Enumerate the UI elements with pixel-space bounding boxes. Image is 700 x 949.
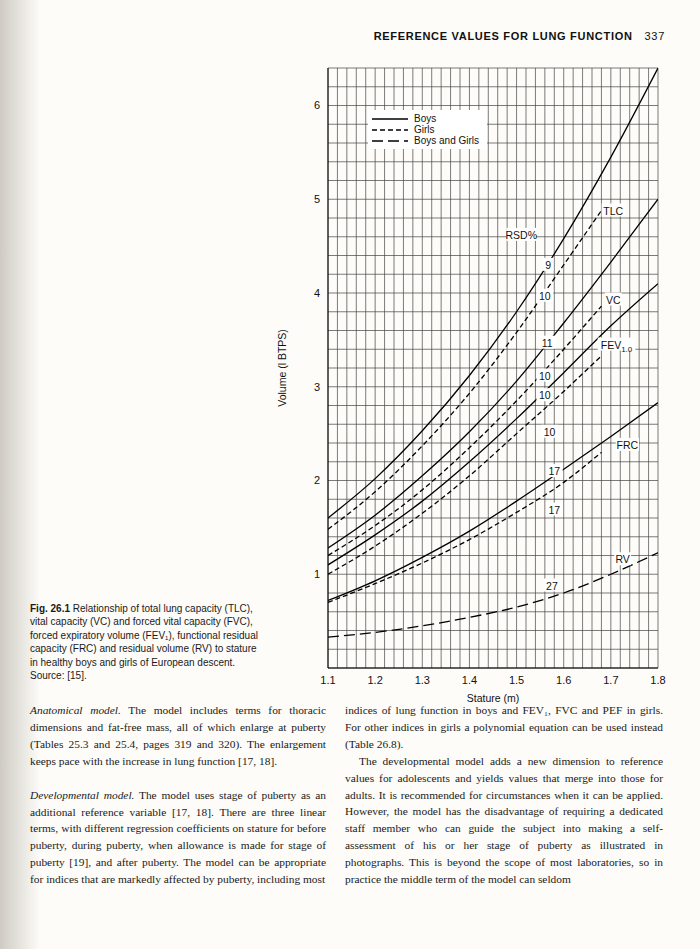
svg-text:RSD%: RSD%: [506, 229, 538, 241]
svg-text:FEV1.0: FEV1.0: [601, 339, 633, 354]
html-text:Boys: Boys: [414, 113, 437, 124]
svg-text:1.7: 1.7: [603, 674, 618, 686]
svg-text:1.3: 1.3: [415, 674, 430, 686]
html-text:Anatomical model.: Anatomical model.: [30, 704, 121, 716]
svg-text:Volume (l BTPS): Volume (l BTPS): [276, 329, 288, 407]
svg-text:27: 27: [546, 580, 558, 592]
svg-text:10: 10: [544, 426, 556, 438]
html-text:The model includes terms for t: The model includes terms for thoracic di…: [30, 704, 326, 767]
svg-text:1.1: 1.1: [320, 674, 335, 686]
svg-text:1.6: 1.6: [556, 674, 571, 686]
html-text:337: 337: [644, 30, 665, 42]
svg-text:10: 10: [539, 389, 551, 401]
html-text:The developmental model adds a: The developmental model adds a new dimen…: [345, 754, 663, 886]
svg-text:1.2: 1.2: [367, 674, 382, 686]
svg-text:RV: RV: [615, 553, 629, 565]
svg-text:2: 2: [314, 474, 320, 486]
html-text:indices of lung function in bo: indices of lung function in boys and FEV…: [345, 704, 663, 750]
svg-text:Stature (m): Stature (m): [467, 692, 520, 704]
svg-text:1.4: 1.4: [462, 674, 477, 686]
svg-text:10: 10: [539, 370, 551, 382]
svg-text:VC: VC: [606, 294, 621, 306]
svg-text:TLC: TLC: [603, 205, 623, 217]
svg-text:1: 1: [314, 568, 320, 580]
svg-text:FRC: FRC: [617, 439, 639, 451]
svg-text:17: 17: [548, 465, 560, 477]
svg-text:11: 11: [542, 337, 553, 349]
html-text:Developmental model. The model: Developmental model. The model uses stag…: [30, 788, 326, 886]
svg-text:3: 3: [314, 381, 320, 393]
svg-text:10: 10: [539, 290, 551, 302]
svg-text:17: 17: [548, 504, 560, 516]
html-text:Fig. 26.1 Relationship of tota: Fig. 26.1 Relationship of total lung cap…: [30, 603, 258, 681]
svg-text:1.8: 1.8: [650, 674, 665, 686]
svg-text:6: 6: [314, 99, 320, 111]
svg-text:4: 4: [314, 287, 320, 299]
svg-text:9: 9: [545, 259, 551, 271]
html-text:Girls: Girls: [414, 124, 435, 135]
svg-text:5: 5: [314, 193, 320, 205]
html-text:Boys and Girls: Boys and Girls: [414, 135, 479, 146]
svg-text:1.5: 1.5: [509, 674, 524, 686]
html-text:REFERENCE VALUES FOR LUNG FUNC: REFERENCE VALUES FOR LUNG FUNCTION: [373, 30, 633, 42]
